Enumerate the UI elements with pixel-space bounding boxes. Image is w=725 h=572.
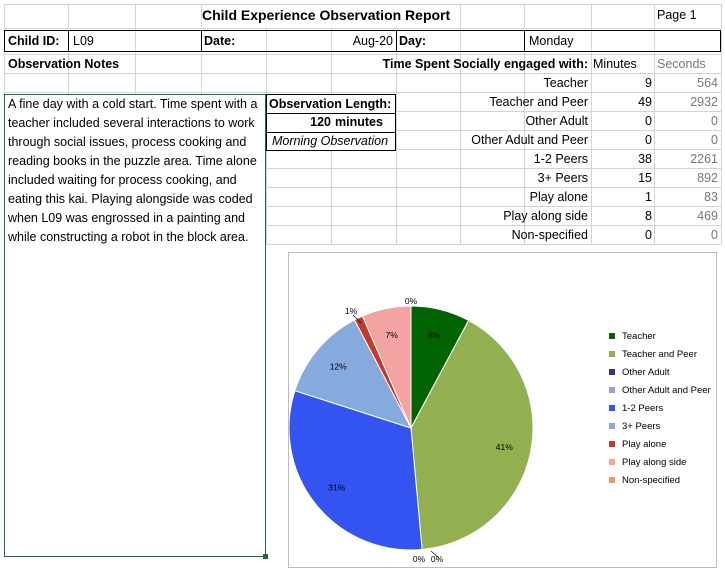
legend-label: Non-specified xyxy=(622,475,681,486)
social-row-label: Play along side xyxy=(503,209,588,223)
pie-data-label: 1% xyxy=(345,306,358,316)
pie-data-label: 41% xyxy=(496,442,513,452)
legend-item: Non-specified xyxy=(609,472,680,490)
social-row-label: Teacher and Peer xyxy=(489,95,588,109)
social-row-label: Teacher xyxy=(543,76,588,90)
social-row-seconds[interactable]: 2261 xyxy=(690,152,718,166)
observation-length-box: Observation Length: 120 minutes Morning … xyxy=(266,94,396,151)
legend-label: Teacher and Peer xyxy=(622,349,697,360)
child-id-label: Child ID: xyxy=(8,34,60,48)
notes-heading: Observation Notes xyxy=(8,57,120,71)
social-row-minutes[interactable]: 38 xyxy=(638,152,652,166)
legend-item: Other Adult and Peer xyxy=(609,382,711,400)
pie-data-label: 0% xyxy=(413,554,426,564)
day-label: Day: xyxy=(399,34,427,48)
social-row-seconds[interactable]: 0 xyxy=(711,228,718,242)
pie-data-label: 0% xyxy=(431,554,444,564)
social-row-label: 3+ Peers xyxy=(537,171,588,185)
social-row-seconds[interactable]: 0 xyxy=(711,133,718,147)
report-title: Child Experience Observation Report xyxy=(202,7,451,23)
pie-slice-3-peers[interactable] xyxy=(294,319,413,429)
date-label: Date: xyxy=(204,34,236,48)
legend-swatch xyxy=(609,351,615,358)
social-row-label: Other Adult xyxy=(525,114,588,128)
observation-notes-text: A fine day with a cold start. Time spent… xyxy=(8,97,258,244)
legend-item: Teacher and Peer xyxy=(609,346,697,364)
child-id-value[interactable]: L09 xyxy=(73,34,94,48)
page-number: Page 1 xyxy=(657,8,697,22)
pie-data-label: 0% xyxy=(405,296,418,306)
legend-label: 3+ Peers xyxy=(622,421,661,432)
pie-data-label: 12% xyxy=(330,362,347,372)
observation-length-label: Observation Length: xyxy=(269,97,392,111)
social-row-label: Other Adult and Peer xyxy=(471,133,588,147)
pie-chart-svg: 8% 41% 0% 0% 31% 12% 1% 7% 0% xyxy=(288,296,534,564)
social-row-seconds[interactable]: 2932 xyxy=(690,95,718,109)
day-value[interactable]: Monday xyxy=(529,34,574,48)
social-row-minutes[interactable]: 0 xyxy=(645,133,652,147)
legend-swatch xyxy=(609,441,615,448)
observation-notes-box[interactable]: A fine day with a cold start. Time spent… xyxy=(4,94,268,559)
social-row-seconds[interactable]: 892 xyxy=(697,171,718,185)
legend-swatch xyxy=(609,423,615,430)
pie-slice-1-2-peers[interactable] xyxy=(288,390,423,551)
social-row-minutes[interactable]: 1 xyxy=(645,190,652,204)
social-row-minutes[interactable]: 8 xyxy=(645,209,652,223)
resize-handle[interactable] xyxy=(263,554,268,559)
legend-item: Play along side xyxy=(609,454,686,472)
pie-data-label: 31% xyxy=(328,483,345,493)
legend-label: Teacher xyxy=(622,331,656,342)
social-row-label: 1-2 Peers xyxy=(533,152,588,166)
legend-swatch xyxy=(609,459,615,466)
legend-item: 1-2 Peers xyxy=(609,400,663,418)
pie-slice-teacher-and-peer[interactable] xyxy=(410,319,534,551)
leader-line xyxy=(430,550,440,559)
social-row-label: Non-specified xyxy=(511,228,588,242)
social-row-label: Play alone xyxy=(529,190,588,204)
social-row-minutes[interactable]: 0 xyxy=(645,228,652,242)
minutes-header: Minutes xyxy=(593,57,637,71)
social-row-minutes[interactable]: 49 xyxy=(638,95,652,109)
seconds-header: Seconds xyxy=(657,57,706,71)
observation-length-unit: minutes xyxy=(335,115,383,129)
leader-line xyxy=(352,314,362,324)
social-heading: Time Spent Socially engaged with: xyxy=(382,57,588,71)
observation-length-value[interactable]: 120 xyxy=(310,115,331,129)
social-row-seconds[interactable]: 0 xyxy=(711,114,718,128)
social-row-minutes[interactable]: 9 xyxy=(645,76,652,90)
legend-label: Play along side xyxy=(622,457,687,468)
legend-swatch xyxy=(609,405,615,412)
legend-label: Other Adult xyxy=(622,367,670,378)
legend-label: 1-2 Peers xyxy=(622,403,664,414)
date-value[interactable]: Aug-20 xyxy=(352,34,393,48)
legend-swatch xyxy=(609,477,615,484)
social-row-minutes[interactable]: 15 xyxy=(638,171,652,185)
pie-data-label: 7% xyxy=(386,330,399,340)
legend-item: Other Adult xyxy=(609,364,670,382)
legend-swatch xyxy=(609,333,615,340)
legend-item: 3+ Peers xyxy=(609,418,660,436)
social-row-seconds[interactable]: 469 xyxy=(697,209,718,223)
pie-data-label: 8% xyxy=(428,331,441,341)
legend-item: Play alone xyxy=(609,436,666,454)
observation-session[interactable]: Morning Observation xyxy=(272,134,389,148)
legend-swatch xyxy=(609,369,615,376)
social-row-seconds[interactable]: 83 xyxy=(704,190,718,204)
social-row-seconds[interactable]: 564 xyxy=(697,76,718,90)
legend-label: Other Adult and Peer xyxy=(622,385,711,396)
social-row-minutes[interactable]: 0 xyxy=(645,114,652,128)
pie-slice-play-along-side[interactable] xyxy=(361,305,412,429)
legend-item: Teacher xyxy=(609,328,656,346)
legend-label: Play alone xyxy=(622,439,667,450)
info-bar xyxy=(4,30,721,52)
legend-swatch xyxy=(609,387,615,394)
social-pie-chart[interactable]: 8% 41% 0% 0% 31% 12% 1% 7% 0% Teacher Teacher and… xyxy=(288,252,717,568)
